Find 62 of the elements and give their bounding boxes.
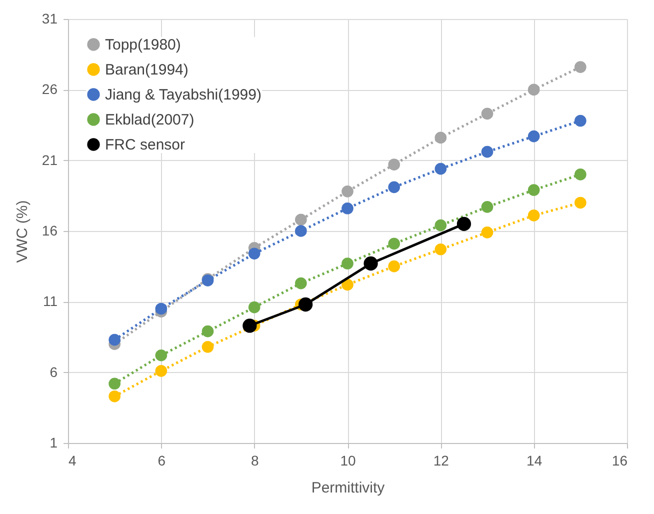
x-axis-title: Permittivity xyxy=(311,480,386,496)
x-tick-label: 8 xyxy=(250,452,259,468)
x-tick-label: 16 xyxy=(612,452,628,468)
y-tick-label: 21 xyxy=(42,152,58,168)
x-tick-label: 10 xyxy=(340,452,356,468)
y-tick-label: 6 xyxy=(50,364,58,380)
point xyxy=(388,260,400,272)
point xyxy=(248,301,260,314)
point xyxy=(528,210,540,222)
point xyxy=(248,248,260,260)
y-tick-label: 11 xyxy=(42,293,58,310)
point xyxy=(574,168,586,180)
point xyxy=(388,181,400,194)
point xyxy=(295,225,307,237)
legend-label: Baran(1994) xyxy=(105,62,188,78)
x-tick-label: 6 xyxy=(158,452,166,468)
point xyxy=(388,238,400,250)
point xyxy=(155,302,168,315)
point xyxy=(342,186,354,198)
point xyxy=(434,162,447,175)
point xyxy=(528,130,540,142)
point xyxy=(434,243,447,256)
point xyxy=(342,258,354,270)
legend-label: FRC sensor xyxy=(105,136,186,154)
y-tick-label: 26 xyxy=(42,81,58,98)
point xyxy=(242,318,257,333)
point xyxy=(528,184,540,196)
point xyxy=(364,256,378,271)
x-tick-label: 4 xyxy=(68,452,76,468)
legend-label: Topp(1980) xyxy=(105,36,181,54)
point xyxy=(108,334,120,346)
point xyxy=(342,202,354,214)
point xyxy=(295,277,307,290)
point xyxy=(434,132,447,144)
point xyxy=(481,108,494,120)
point xyxy=(295,214,307,226)
point xyxy=(155,349,168,362)
point xyxy=(298,297,313,312)
point xyxy=(108,378,120,390)
point xyxy=(528,84,540,96)
y-tick-label: 16 xyxy=(42,222,58,238)
point xyxy=(342,278,354,291)
x-tick-label: 14 xyxy=(526,452,542,468)
legend-label: Jiang & Tayabshi(1999) xyxy=(105,86,262,104)
point xyxy=(202,340,214,353)
point xyxy=(388,158,400,170)
point xyxy=(202,325,214,338)
point xyxy=(481,201,494,213)
point xyxy=(108,390,120,402)
point xyxy=(155,365,168,377)
point xyxy=(574,114,586,127)
y-tick-label: 31 xyxy=(42,10,58,26)
x-tick-label: 12 xyxy=(433,452,450,468)
point xyxy=(456,216,472,231)
point xyxy=(434,219,447,232)
point xyxy=(481,146,494,158)
legend-label: Ekblad(2007) xyxy=(105,112,194,128)
point xyxy=(574,61,586,73)
point xyxy=(574,196,586,209)
y-axis-title: VWC (%) xyxy=(14,200,31,263)
point xyxy=(481,226,494,238)
y-tick-label: 1 xyxy=(50,434,58,450)
